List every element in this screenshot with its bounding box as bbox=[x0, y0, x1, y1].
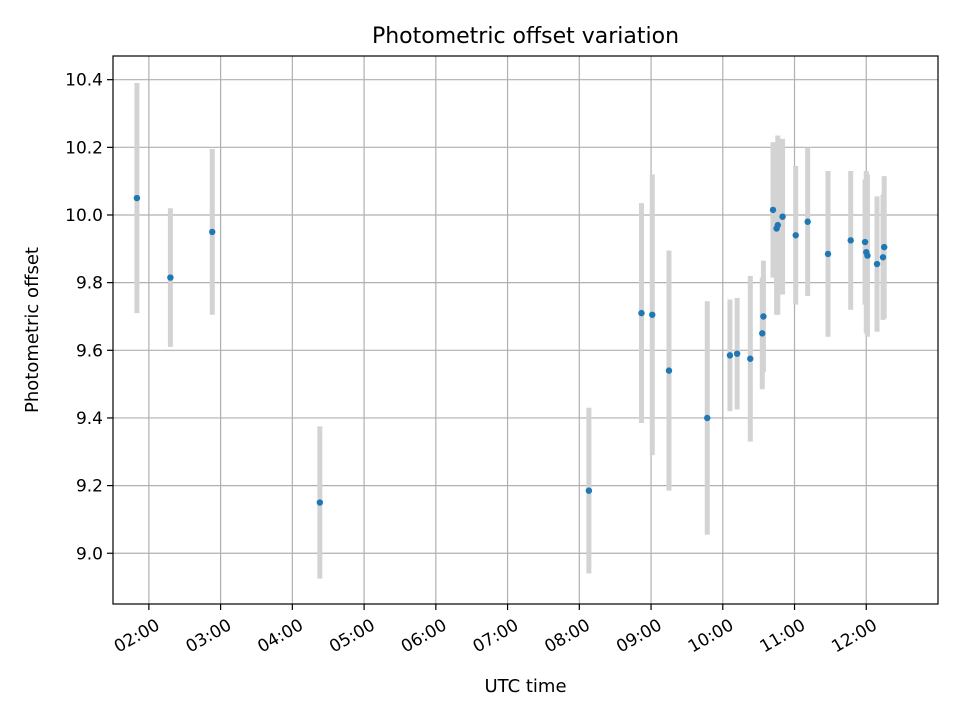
data-point bbox=[759, 330, 766, 337]
data-point bbox=[779, 213, 786, 220]
y-tick-label: 10.4 bbox=[65, 71, 103, 91]
data-point bbox=[873, 260, 881, 268]
data-point bbox=[879, 254, 887, 261]
data-point bbox=[726, 352, 734, 359]
data-point bbox=[209, 228, 216, 236]
data-point bbox=[665, 367, 673, 374]
data-point bbox=[733, 350, 741, 357]
x-axis-label: UTC time bbox=[484, 676, 566, 697]
data-point bbox=[769, 206, 777, 214]
data-points bbox=[133, 194, 888, 506]
data-point bbox=[760, 313, 767, 320]
data-point bbox=[316, 499, 324, 506]
data-point bbox=[824, 250, 832, 258]
y-tick-label: 9.6 bbox=[76, 341, 103, 361]
data-point bbox=[864, 252, 871, 259]
data-point bbox=[649, 311, 656, 318]
chart-title: Photometric offset variation bbox=[372, 24, 679, 49]
data-point bbox=[167, 274, 174, 281]
data-point bbox=[747, 355, 754, 362]
data-point bbox=[861, 238, 869, 246]
y-tick-label: 10.2 bbox=[65, 138, 103, 158]
data-point bbox=[704, 414, 711, 422]
plot-area-frame bbox=[112, 55, 939, 605]
data-point bbox=[792, 232, 799, 239]
data-point bbox=[804, 218, 811, 225]
y-tick-label: 9.2 bbox=[76, 477, 103, 497]
y-tick-label: 9.8 bbox=[76, 274, 103, 294]
data-point bbox=[585, 487, 593, 494]
data-point bbox=[847, 237, 854, 244]
grid-lines bbox=[113, 56, 938, 604]
data-point bbox=[638, 309, 645, 317]
y-tick-label: 9.4 bbox=[76, 409, 103, 429]
data-point bbox=[774, 221, 781, 229]
data-point bbox=[880, 243, 888, 251]
y-tick-label: 9.0 bbox=[76, 544, 103, 564]
y-axis-label: Photometric offset bbox=[22, 247, 43, 413]
y-tick-label: 10.0 bbox=[65, 206, 103, 226]
data-point bbox=[133, 194, 141, 202]
